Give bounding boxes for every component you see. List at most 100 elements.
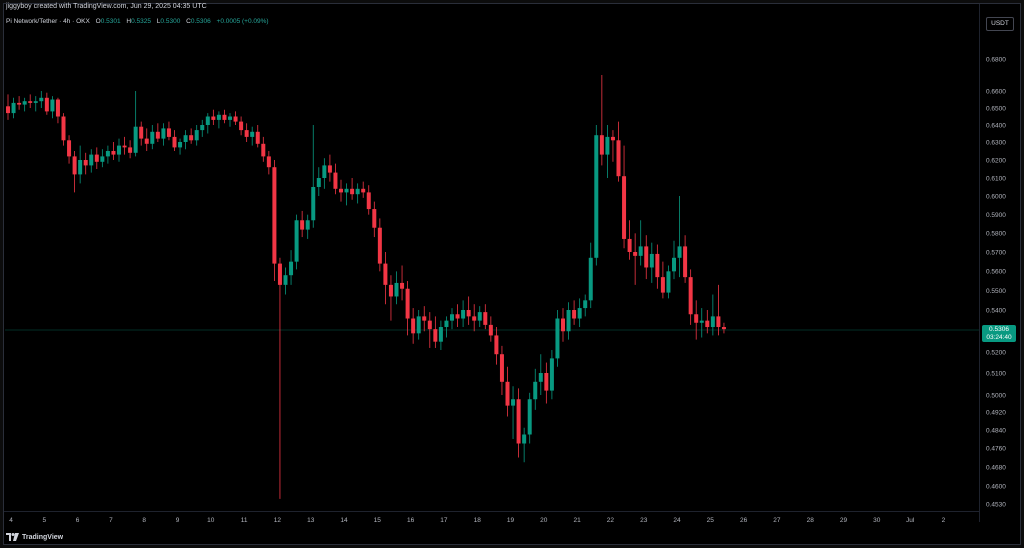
candle-body <box>189 135 194 141</box>
candle <box>627 220 632 260</box>
candle-body <box>78 160 83 175</box>
candle-body <box>89 154 94 166</box>
price-tick-label: 0.4600 <box>986 483 1006 490</box>
candle <box>400 265 405 301</box>
candles <box>6 75 726 499</box>
candle-body <box>333 172 338 189</box>
candle <box>588 242 593 309</box>
candle-body <box>400 282 405 289</box>
candle-body <box>710 316 715 328</box>
candle <box>666 265 671 299</box>
candle <box>311 125 316 228</box>
price-tick-label: 0.6000 <box>986 193 1006 200</box>
candle <box>117 138 121 162</box>
price-tick-label: 0.4840 <box>986 427 1006 434</box>
candle <box>444 316 449 338</box>
candle-body <box>555 318 560 359</box>
candle <box>677 196 682 278</box>
candle-body <box>561 318 565 332</box>
candle-body <box>588 257 593 301</box>
candle-body <box>388 284 393 297</box>
candle-body <box>622 176 627 239</box>
symbol-title[interactable]: Pi Network/Tether · 4h · OKX <box>6 18 90 25</box>
candle-body <box>150 131 155 144</box>
candle-body <box>627 238 632 252</box>
candle <box>50 96 55 119</box>
candle <box>710 294 715 336</box>
time-tick-label: 25 <box>707 517 715 524</box>
candle <box>394 271 399 305</box>
candle-body <box>305 220 310 230</box>
price-axis-divider <box>979 4 980 522</box>
candle-body <box>638 246 643 256</box>
candle-body <box>311 187 316 221</box>
candle <box>128 140 133 159</box>
price-axis[interactable]: 0.6800 0.6600 0.6500 0.6400 0.6300 0.6200 0.61… <box>986 56 1006 508</box>
price-tick-label: 0.4920 <box>986 409 1006 416</box>
candle <box>522 427 527 463</box>
price-tick-label: 0.5100 <box>986 370 1006 377</box>
candle-body <box>339 188 343 193</box>
chart-frame <box>3 3 1021 545</box>
currency-selector[interactable]: USDT <box>986 17 1014 31</box>
candle <box>572 300 577 325</box>
candle-body <box>377 227 382 264</box>
candle <box>688 269 693 325</box>
time-tick-label: 4 <box>9 517 13 524</box>
tradingview-brand[interactable]: TradingView <box>6 533 63 541</box>
candle-body <box>605 136 610 155</box>
candle-body <box>205 116 210 125</box>
candle <box>705 310 710 334</box>
candle-body <box>200 125 205 131</box>
candle-body <box>161 128 166 139</box>
time-tick-label: 22 <box>607 517 615 524</box>
candle <box>372 201 377 238</box>
candle-body <box>33 101 38 103</box>
candle-body <box>444 320 449 328</box>
close-value: 0.5306 <box>190 18 211 25</box>
candle <box>233 111 238 125</box>
candle <box>544 362 549 404</box>
candle-body <box>372 209 377 228</box>
candle-body <box>283 275 288 285</box>
time-tick-label: 29 <box>840 517 848 524</box>
candle <box>333 163 338 195</box>
price-tick-label: 0.5600 <box>986 269 1006 276</box>
candle-body <box>616 140 621 177</box>
candle <box>699 308 704 338</box>
candle-body <box>594 135 599 258</box>
candle <box>39 91 44 108</box>
candle-body <box>55 99 60 117</box>
candle-body <box>72 156 77 175</box>
candle-body <box>522 434 527 444</box>
candle <box>327 154 332 182</box>
candle <box>599 75 604 166</box>
candle <box>211 109 216 125</box>
candle <box>616 121 621 182</box>
time-tick-label: 30 <box>873 517 881 524</box>
candle <box>483 304 488 330</box>
time-tick-label: 26 <box>740 517 748 524</box>
time-axis[interactable]: 4 5 6 7 8 9 10 11 12 13 14 15 16 17 18 19 20 21 22 23 24 25 26… <box>9 517 945 524</box>
candle-body <box>461 310 466 319</box>
price-tick-label: 0.6100 <box>986 175 1006 182</box>
candle-body <box>649 253 654 268</box>
time-tick-label: 15 <box>374 517 382 524</box>
candle-body <box>44 97 49 112</box>
candle <box>205 113 210 134</box>
candle-body <box>511 399 516 406</box>
candle <box>122 136 127 155</box>
candle-body <box>438 327 443 342</box>
candle <box>111 142 116 160</box>
candle <box>200 119 205 137</box>
candle <box>216 111 221 129</box>
candle-body <box>327 165 332 173</box>
candle <box>388 275 393 321</box>
candle <box>6 94 10 120</box>
tradingview-logo-icon <box>6 533 19 541</box>
candle-body <box>577 308 582 319</box>
time-tick-label: 9 <box>176 517 180 524</box>
candle-body <box>100 156 105 162</box>
candle-body <box>527 399 532 435</box>
